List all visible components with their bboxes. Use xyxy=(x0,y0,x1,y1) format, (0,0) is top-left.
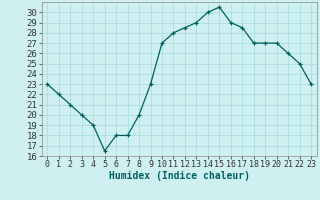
X-axis label: Humidex (Indice chaleur): Humidex (Indice chaleur) xyxy=(109,171,250,181)
